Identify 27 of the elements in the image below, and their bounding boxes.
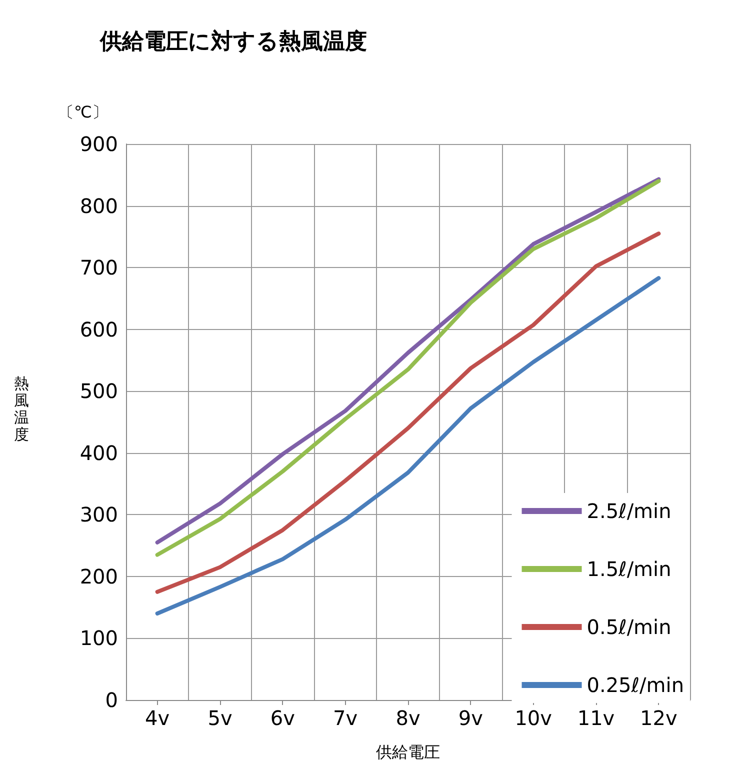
x-tick-label: 12v (640, 706, 678, 730)
legend-label: 1.5ℓ/min (586, 557, 672, 581)
y-tick-label: 700 (80, 256, 118, 280)
y-tick-label: 800 (80, 194, 118, 218)
text: 〔℃〕 (58, 102, 108, 122)
x-tick-label: 6v (270, 706, 296, 730)
y-axis-title: 熱風温度 (14, 374, 29, 444)
y-tick-label: 0 (105, 688, 118, 712)
x-tick-label: 11v (577, 706, 615, 730)
y-tick-label: 300 (80, 502, 118, 527)
x-tick-label: 4v (145, 706, 170, 730)
legend-label: 2.5ℓ/min (586, 499, 672, 523)
y-tick-label: 500 (80, 379, 118, 404)
x-tick-label: 5v (208, 706, 232, 730)
y-tick-label: 600 (80, 317, 118, 342)
chart-title: 供給電圧に対する熱風温度 (99, 28, 367, 54)
x-tick-label: 10v (514, 706, 552, 730)
x-axis-title: 供給電圧 (376, 742, 440, 762)
legend-label: 0.5ℓ/min (586, 615, 672, 639)
x-tick-label: 9v (458, 706, 484, 730)
x-tick-label: 8v (396, 706, 420, 730)
y-tick-label: 900 (80, 132, 118, 156)
legend-label: 0.25ℓ/min (586, 673, 684, 697)
y-tick-label: 200 (80, 564, 118, 588)
y-tick-label: 400 (80, 440, 118, 465)
x-tick-label: 7v (333, 706, 358, 730)
y-tick-label: 100 (80, 626, 118, 650)
